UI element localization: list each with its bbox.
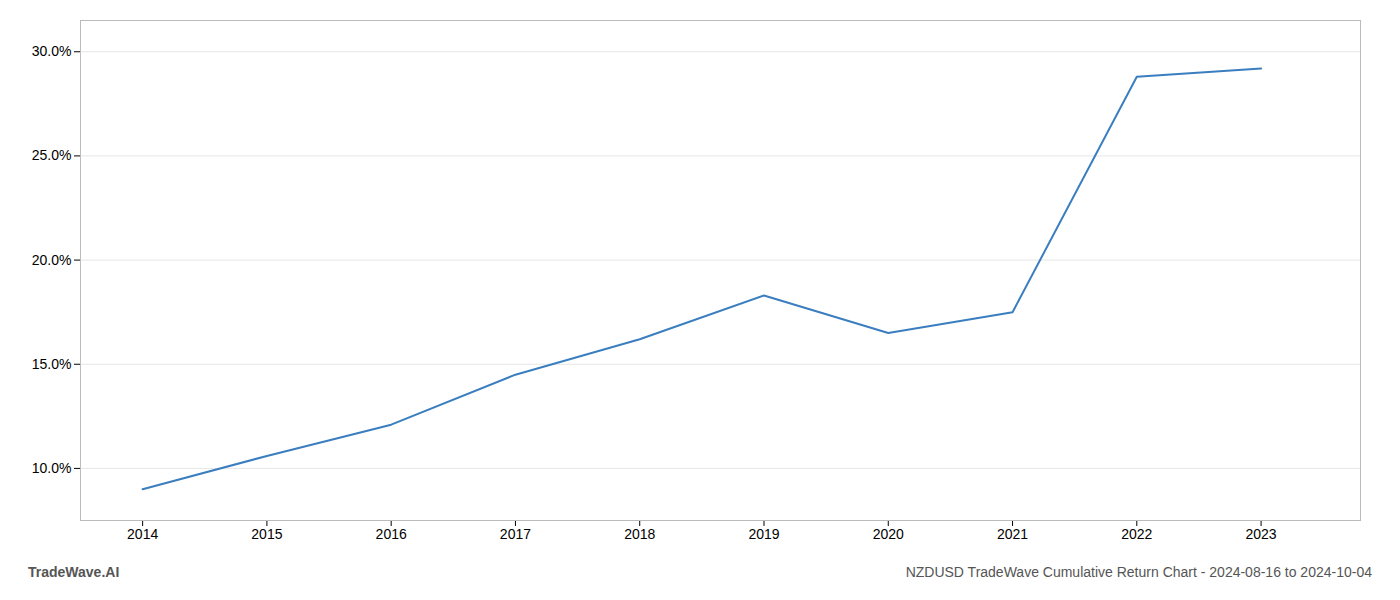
svg-text:20.0%: 20.0%: [32, 252, 72, 268]
svg-text:10.0%: 10.0%: [32, 460, 72, 476]
svg-text:2023: 2023: [1246, 526, 1277, 542]
svg-text:15.0%: 15.0%: [32, 356, 72, 372]
svg-text:2017: 2017: [500, 526, 531, 542]
html-text:NZDUSD TradeWave Cumulative Re: NZDUSD TradeWave Cumulative Return Chart…: [905, 564, 1372, 580]
svg-text:2014: 2014: [127, 526, 158, 542]
svg-text:2018: 2018: [624, 526, 655, 542]
svg-text:2019: 2019: [748, 526, 779, 542]
svg-text:25.0%: 25.0%: [32, 147, 72, 163]
svg-text:2015: 2015: [251, 526, 282, 542]
svg-text:2021: 2021: [997, 526, 1028, 542]
svg-text:2022: 2022: [1121, 526, 1152, 542]
html-text:TradeWave.AI: TradeWave.AI: [28, 564, 120, 580]
svg-text:2016: 2016: [376, 526, 407, 542]
svg-text:2020: 2020: [873, 526, 904, 542]
svg-text:30.0%: 30.0%: [32, 43, 72, 59]
